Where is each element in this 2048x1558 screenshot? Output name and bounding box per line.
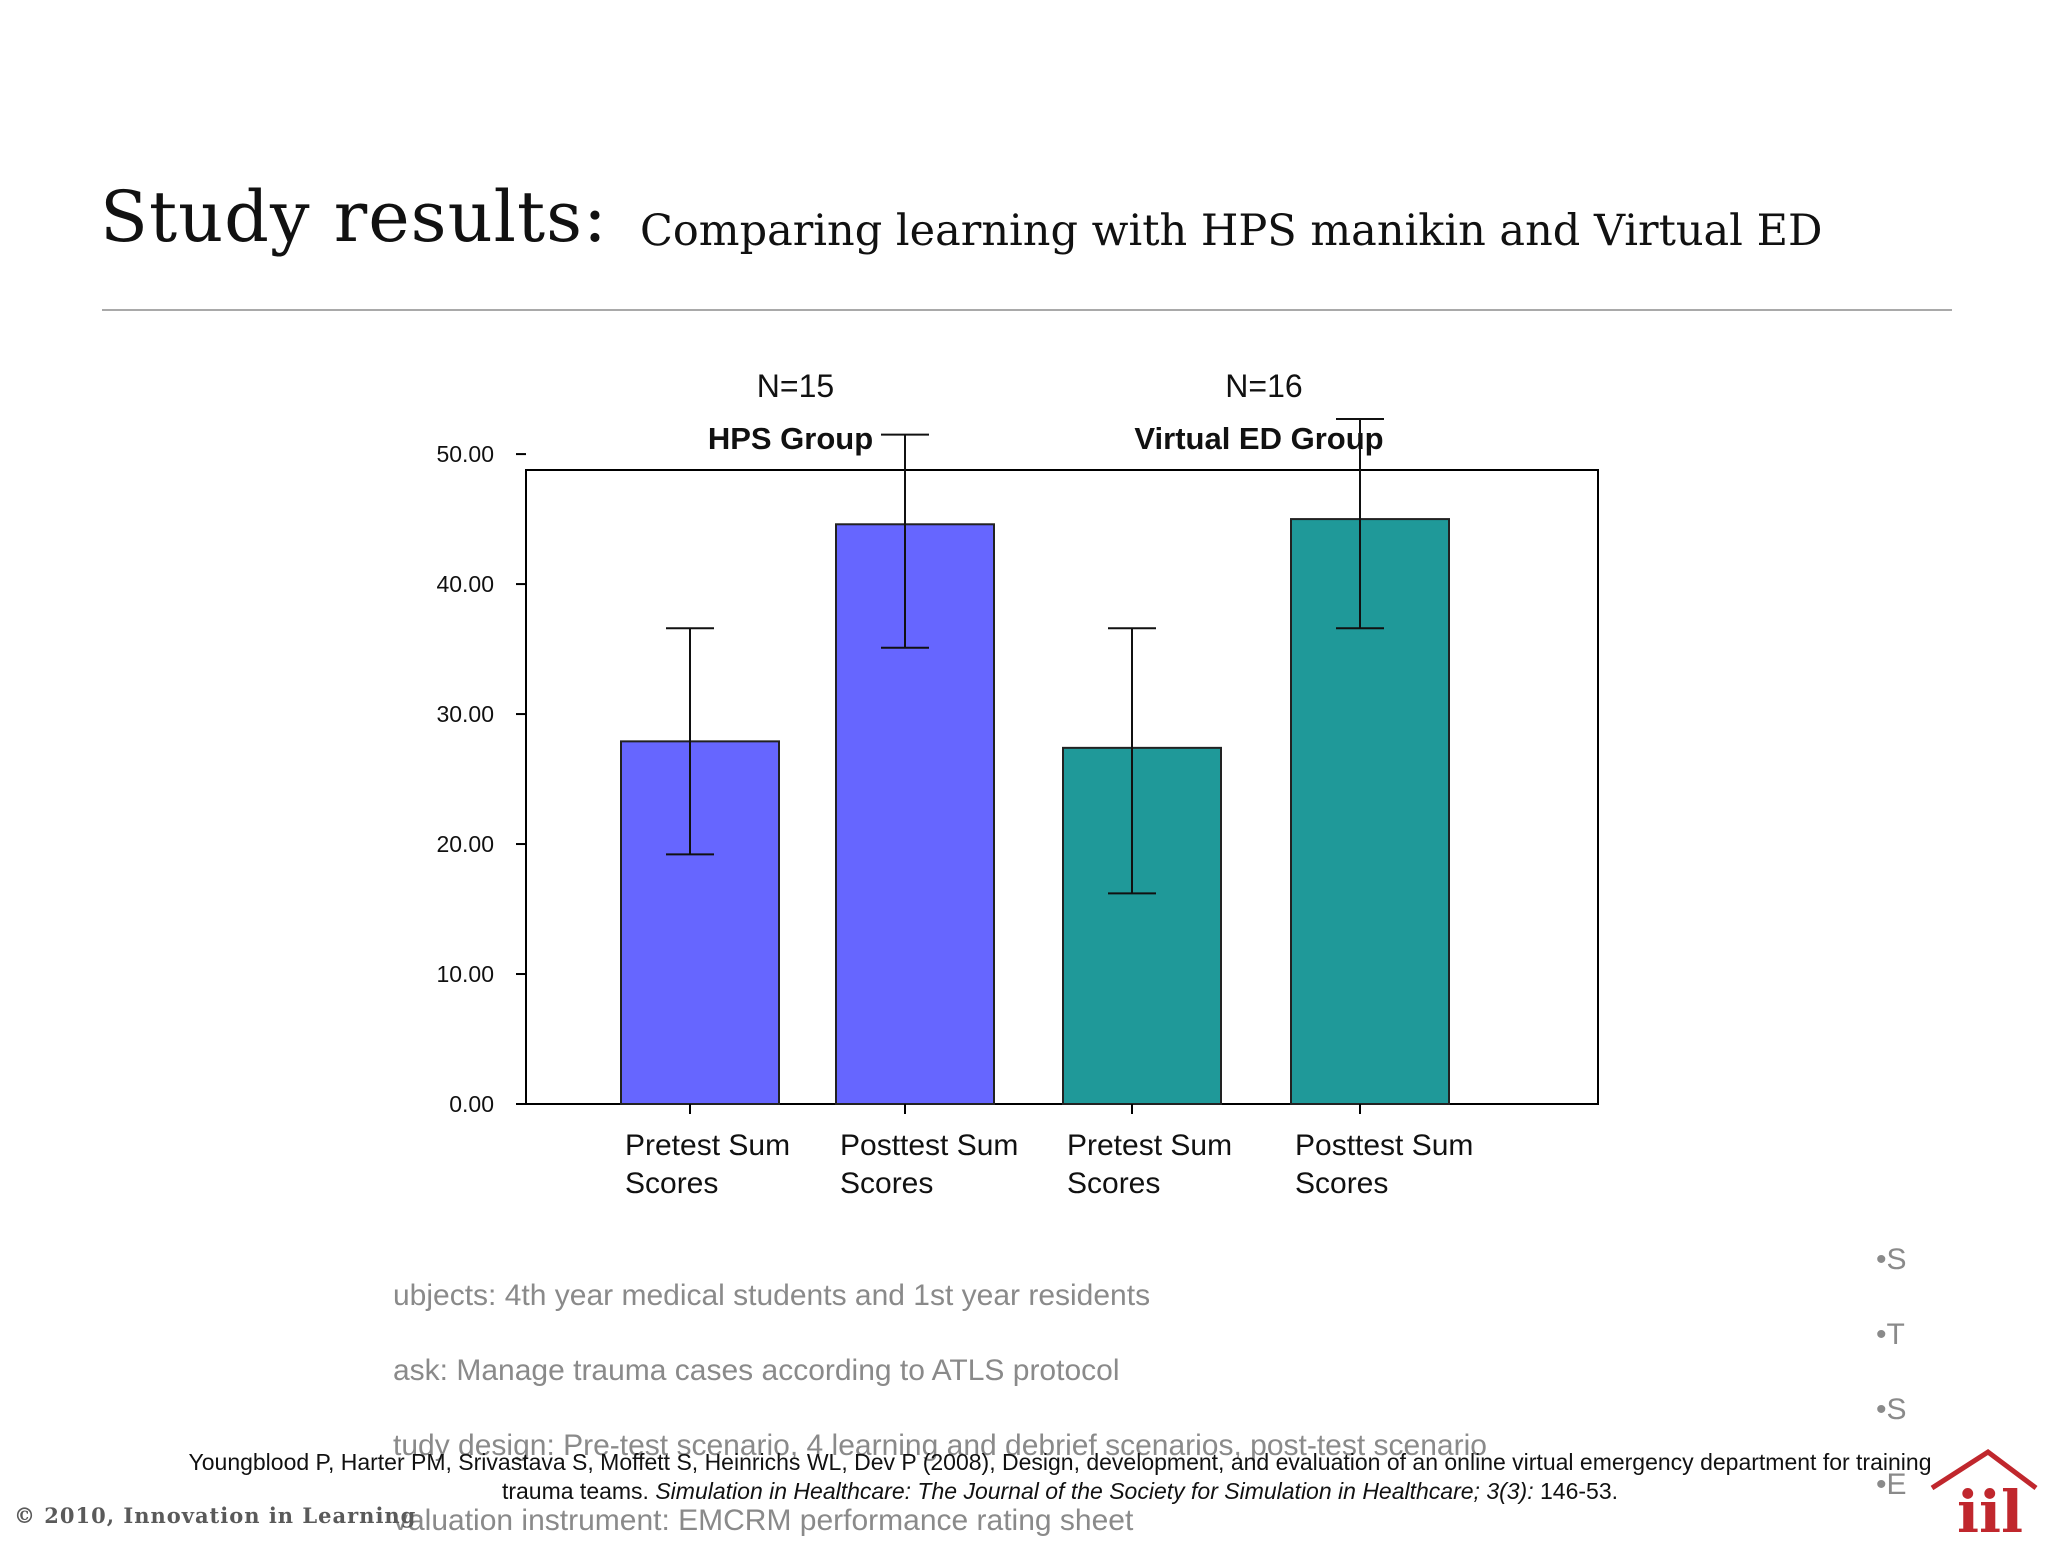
copyright-notice: © 2010, Innovation in Learning — [14, 1503, 417, 1528]
bullet-markers: •S •T •S •E — [1876, 1222, 1907, 1522]
citation-journal: Simulation in Healthcare: The Journal of… — [655, 1478, 1534, 1504]
bullet-subjects: ubjects: 4th year medical students and 1… — [393, 1279, 1151, 1312]
title-divider — [102, 309, 1952, 311]
bar — [1290, 518, 1450, 1105]
y-tick-label: 0.00 — [449, 1091, 494, 1117]
group-n-label: N=15 — [757, 368, 834, 404]
group-n-label: N=16 — [1225, 368, 1302, 404]
bar — [620, 740, 780, 1105]
bullet-evaluation: valuation instrument: EMCRM performance … — [393, 1504, 1134, 1537]
bullet-marker: •T — [1876, 1318, 1905, 1351]
x-tick-label: Posttest Sum Scores — [1295, 1129, 1473, 1200]
x-tick-label-line: Scores — [1067, 1167, 1160, 1200]
x-tick-label: Pretest Sum Scores — [625, 1129, 790, 1200]
x-tick-label: Posttest Sum Scores — [840, 1129, 1018, 1200]
bullet-marker: •E — [1876, 1468, 1907, 1501]
slide-subtitle: Comparing learning with HPS manikin and … — [640, 206, 1823, 256]
x-tick-label-line: Pretest Sum — [1067, 1129, 1232, 1162]
bullet-study-design: tudy design: Pre-test scenario, 4 learni… — [393, 1429, 1487, 1462]
x-tick-label-line: Posttest Sum — [840, 1129, 1018, 1162]
citation: Youngblood P, Harter PM, Srivastava S, M… — [170, 1448, 1950, 1506]
bullet-marker: •S — [1876, 1393, 1907, 1426]
group-name-label: HPS Group — [708, 421, 873, 456]
x-tick-label-line: Pretest Sum — [625, 1129, 790, 1162]
bullet-marker: •S — [1876, 1243, 1907, 1276]
bar — [1062, 746, 1222, 1105]
x-tick-label-line: Scores — [840, 1167, 933, 1200]
study-details-list: ubjects: 4th year medical students and 1… — [393, 1258, 1487, 1558]
bullet-task: ask: Manage trauma cases according to AT… — [393, 1354, 1120, 1387]
y-tick-label: 40.00 — [436, 571, 494, 597]
y-tick-label: 50.00 — [436, 441, 494, 467]
x-tick-label-line: Scores — [625, 1167, 718, 1200]
y-tick-label: 10.00 — [436, 961, 494, 987]
iil-logo: iil — [1930, 1448, 2038, 1536]
y-tick-label: 20.00 — [436, 831, 494, 857]
y-tick-label: 30.00 — [436, 701, 494, 727]
citation-pages: 146-53. — [1533, 1478, 1619, 1504]
bar — [835, 523, 995, 1106]
x-tick-label-line: Scores — [1295, 1167, 1388, 1200]
x-tick-label: Pretest Sum Scores — [1067, 1129, 1232, 1200]
x-tick-label-line: Posttest Sum — [1295, 1129, 1473, 1162]
citation-authors: Youngblood P, Harter PM, Srivastava S, M… — [188, 1449, 1932, 1504]
logo-roof — [1930, 1448, 2038, 1491]
logo-text: iil — [1957, 1478, 2023, 1536]
slide-title: Study results: — [100, 176, 608, 258]
group-name-label: Virtual ED Group — [1134, 421, 1383, 456]
bar-chart: 0.00 10.00 20.00 30.00 40.00 50.00 Pretest Sum… — [436, 368, 1599, 1200]
